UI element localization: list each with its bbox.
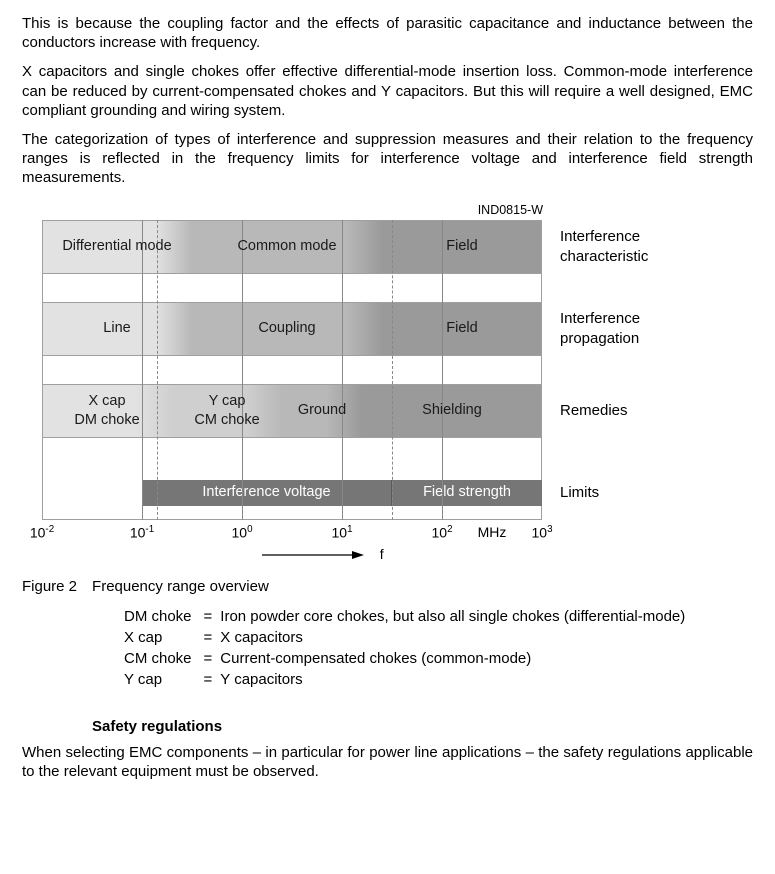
figure-2-container: IND0815-W Differential modeCommon modeFi… (22, 202, 753, 564)
legend-def: Y capacitors (220, 670, 689, 689)
side-label: Remedies (560, 384, 628, 438)
limits-bar: Field strength (392, 480, 542, 506)
legend-row: DM choke=Iron powder core chokes, but al… (124, 607, 689, 626)
legend-row: CM choke=Current-compensated chokes (com… (124, 649, 689, 668)
zone-label: Shielding (362, 384, 542, 438)
safety-heading: Safety regulations (92, 717, 753, 736)
side-label: Interference propagation (560, 302, 640, 356)
x-axis-arrow: f (262, 546, 753, 564)
safety-paragraph: When selecting EMC components – in parti… (22, 743, 753, 781)
body-paragraph-3: The categorization of types of interfere… (22, 130, 753, 188)
tick-label: 10-1 (130, 524, 154, 543)
arrow-icon (262, 548, 372, 562)
legend-term: Y cap (124, 670, 196, 689)
legend-row: Y cap=Y capacitors (124, 670, 689, 689)
limits-bar: Interference voltage (142, 480, 392, 506)
side-label: Limits (560, 480, 599, 506)
body-paragraph-1: This is because the coupling factor and … (22, 14, 753, 52)
zone-label: Field (382, 302, 542, 356)
tick-label: 10-2 (30, 524, 54, 543)
zone-label: Common mode (192, 220, 382, 274)
legend-term: DM choke (124, 607, 196, 626)
zone-label: X cap DM choke (42, 384, 172, 438)
zone-label: Differential mode (42, 220, 192, 274)
legend-row: X cap=X capacitors (124, 628, 689, 647)
legend-def: Iron powder core chokes, but also all si… (220, 607, 689, 626)
zone-label: Y cap CM choke (172, 384, 282, 438)
unit-label: MHz (478, 524, 507, 542)
figure-code: IND0815-W (22, 202, 753, 218)
zone-label: Field (382, 220, 542, 274)
figure-caption-prefix: Figure 2 (22, 578, 77, 595)
side-label: Interference characteristic (560, 220, 648, 274)
body-paragraph-2: X capacitors and single chokes offer eff… (22, 62, 753, 120)
tick-label: 103 (531, 524, 552, 543)
tick-label: 102 (431, 524, 452, 543)
legend-table: DM choke=Iron powder core chokes, but al… (122, 605, 691, 692)
frequency-chart: Differential modeCommon modeField Interfe… (22, 220, 742, 520)
tick-label: 100 (231, 524, 252, 543)
legend-term: X cap (124, 628, 196, 647)
legend-def: Current-compensated chokes (common-mode) (220, 649, 689, 668)
zone-label: Ground (282, 384, 362, 438)
zone-label: Coupling (192, 302, 382, 356)
axis-var: f (380, 546, 384, 562)
figure-caption: Figure 2 Frequency range overview (22, 577, 753, 596)
tick-label: 101 (331, 524, 352, 543)
x-axis-ticks: 10-2 10-1 100 101 102 103 MHz (22, 524, 742, 546)
figure-caption-text: Frequency range overview (92, 578, 269, 595)
legend-term: CM choke (124, 649, 196, 668)
legend-def: X capacitors (220, 628, 689, 647)
zone-label: Line (42, 302, 192, 356)
